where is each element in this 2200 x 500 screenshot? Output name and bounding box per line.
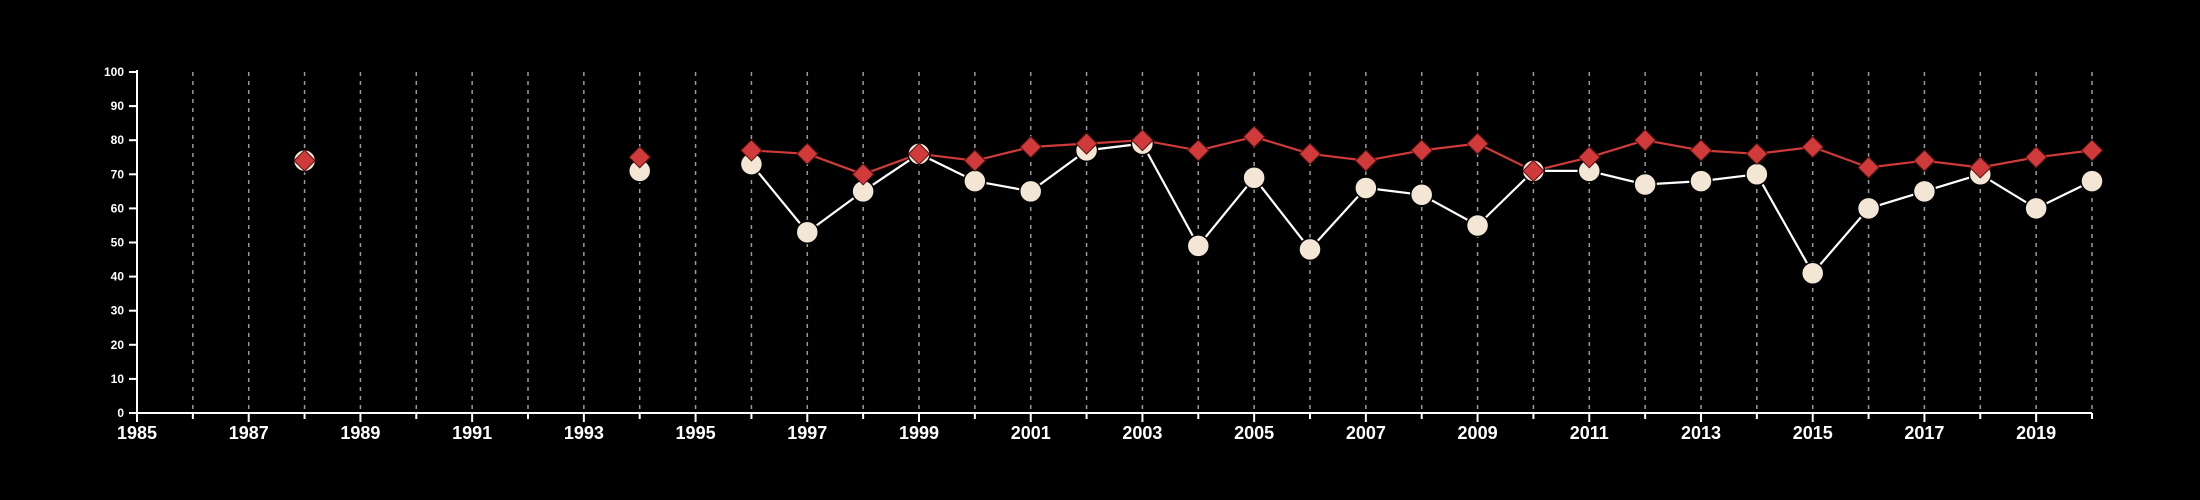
series-1-point-1988 xyxy=(293,149,316,172)
series-1-point-2017 xyxy=(1913,149,1936,172)
series-layer xyxy=(292,125,2104,285)
series-1-point-2018 xyxy=(1969,156,1992,179)
x-tick-label-2019: 2019 xyxy=(2016,423,2056,443)
y-tick-label-80: 80 xyxy=(111,133,125,147)
axes: 0 10 20 30 40 50 60 70 80 90 100 1985 1987 1989 1991 19… xyxy=(104,65,2093,443)
y-tick-label-40: 40 xyxy=(111,270,125,284)
series-0-point-2014 xyxy=(1745,162,1769,187)
series-1-point-2010 xyxy=(1522,159,1545,183)
x-tick-label-2009: 2009 xyxy=(1458,423,1498,443)
series-0-point-2009 xyxy=(1465,213,1490,238)
series-1-point-2005 xyxy=(1242,125,1266,148)
series-0-point-2020 xyxy=(2080,169,2104,193)
x-tick-label-1999: 1999 xyxy=(899,423,939,443)
series-1-point-2006 xyxy=(1298,142,1322,166)
series-1-point-1999 xyxy=(907,142,931,166)
y-tick-label-50: 50 xyxy=(111,236,125,250)
series-1-point-2016 xyxy=(1857,156,1880,179)
y-tick-label-70: 70 xyxy=(111,167,125,181)
series-0-point-1997 xyxy=(795,220,820,245)
x-tick-label-2007: 2007 xyxy=(1346,423,1386,443)
y-tick-label-0: 0 xyxy=(117,406,124,420)
series-1-point-2020 xyxy=(2080,139,2104,162)
x-tick-label-2003: 2003 xyxy=(1122,423,1162,443)
series-1-point-2001 xyxy=(1019,135,1042,159)
series-1-point-2015 xyxy=(1801,135,1824,159)
x-tick-label-1991: 1991 xyxy=(452,423,492,443)
series-0-point-2007 xyxy=(1354,176,1378,200)
x-tick-label-1985: 1985 xyxy=(117,423,157,443)
series-1-point-2000 xyxy=(963,149,987,172)
x-tick-label-2001: 2001 xyxy=(1011,423,1051,443)
series-1-point-2011 xyxy=(1578,146,1601,169)
series-0-point-2001 xyxy=(1018,179,1043,204)
series-0-point-2019 xyxy=(2024,196,2048,221)
series-0-point-2017 xyxy=(1912,179,1937,204)
series-0-point-2005 xyxy=(1242,165,1266,190)
x-tick-label-1989: 1989 xyxy=(340,423,380,443)
y-tick-label-60: 60 xyxy=(111,201,125,215)
series-0-point-2013 xyxy=(1689,169,1713,193)
series-1-point-2014 xyxy=(1745,142,1769,166)
x-tick-label-2011: 2011 xyxy=(1570,423,1609,443)
series-0-point-2016 xyxy=(1856,196,1881,221)
y-tick-label-100: 100 xyxy=(104,65,124,79)
y-tick-label-10: 10 xyxy=(111,372,125,386)
y-tick-label-20: 20 xyxy=(111,338,125,352)
series-1-point-2009 xyxy=(1466,132,1489,155)
series-1-point-2003 xyxy=(1131,128,1154,152)
series-0-point-2008 xyxy=(1409,183,1434,207)
series-0-point-2000 xyxy=(963,169,987,193)
series-1-point-2008 xyxy=(1410,139,1433,162)
series-1-point-1996 xyxy=(740,139,763,162)
x-tick-label-1987: 1987 xyxy=(229,423,269,443)
x-tick-label-1995: 1995 xyxy=(676,423,716,443)
y-tick-label-90: 90 xyxy=(111,99,125,113)
x-tick-label-2005: 2005 xyxy=(1234,423,1274,443)
grid-lines xyxy=(192,72,2093,413)
series-0-point-2015 xyxy=(1800,261,1825,285)
series-1-point-1994 xyxy=(628,146,651,169)
x-tick-label-1997: 1997 xyxy=(787,423,827,443)
x-tick-label-1993: 1993 xyxy=(564,423,604,443)
y-tick-label-30: 30 xyxy=(111,304,125,318)
x-tick-label-2015: 2015 xyxy=(1793,423,1833,443)
series-0-point-2006 xyxy=(1298,237,1322,262)
series-0-point-2004 xyxy=(1186,234,1211,258)
series-1-point-2013 xyxy=(1689,139,1713,162)
series-1-point-2012 xyxy=(1633,128,1657,152)
series-1-point-2007 xyxy=(1354,149,1378,172)
series-1-point-2004 xyxy=(1187,139,1210,162)
series-1-point-1997 xyxy=(796,142,819,166)
x-tick-label-2017: 2017 xyxy=(1904,423,1944,443)
x-tick-label-2013: 2013 xyxy=(1681,423,1721,443)
series-1-point-1998 xyxy=(851,163,875,186)
series-0-point-2012 xyxy=(1633,172,1657,197)
series-1-point-2019 xyxy=(2024,146,2048,169)
series-1-point-2002 xyxy=(1075,132,1098,155)
